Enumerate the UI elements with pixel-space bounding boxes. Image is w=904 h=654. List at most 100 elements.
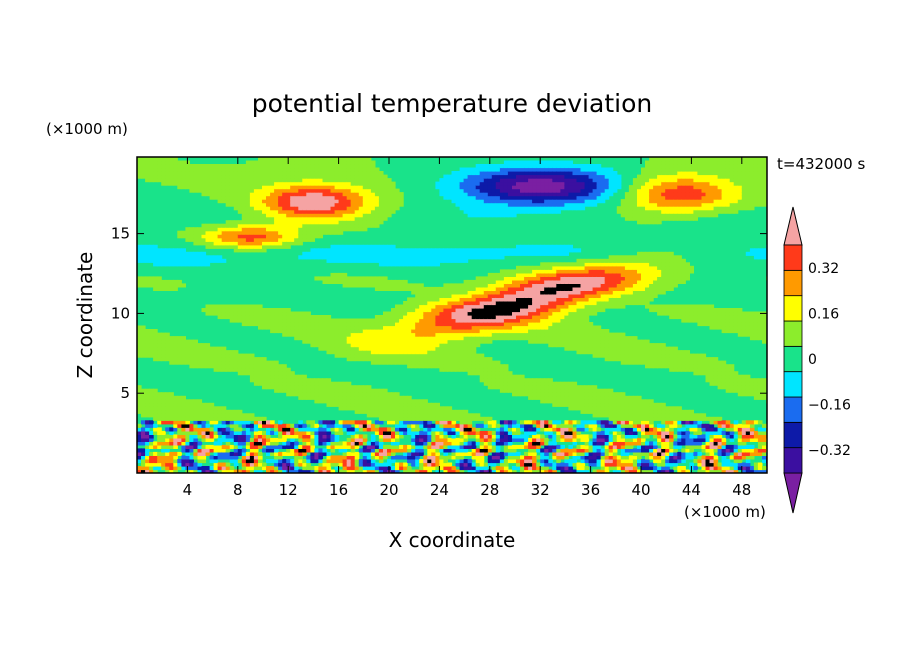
contour-cell	[173, 413, 178, 418]
contour-cell	[145, 466, 150, 471]
contour-cell	[173, 279, 178, 284]
contour-cell	[399, 448, 404, 453]
contour-cell	[374, 167, 380, 172]
contour-cell	[221, 181, 227, 186]
contour-cell	[350, 399, 356, 404]
contour-cell	[439, 315, 444, 320]
contour-cell	[286, 185, 291, 190]
contour-cell	[201, 455, 207, 460]
contour-cell	[197, 434, 203, 439]
contour-cell	[407, 423, 412, 428]
contour-cell	[266, 325, 271, 330]
contour-cell	[427, 297, 432, 302]
contour-cell	[415, 308, 420, 313]
contour-cell	[266, 451, 271, 456]
contour-cell	[249, 174, 255, 179]
contour-cell	[383, 332, 388, 337]
contour-cell	[427, 451, 432, 456]
contour-cell	[302, 167, 307, 172]
contour-cell	[374, 315, 380, 320]
contour-cell	[310, 160, 315, 165]
contour-cell	[262, 416, 267, 421]
contour-cell	[467, 430, 473, 435]
contour-cell	[201, 164, 207, 169]
contour-cell	[451, 332, 457, 337]
contour-cell	[427, 462, 432, 467]
contour-cell	[181, 230, 186, 235]
contour-cell	[370, 164, 376, 169]
contour-cell	[217, 241, 223, 246]
contour-cell	[278, 367, 283, 372]
contour-cell	[427, 318, 432, 323]
contour-cell	[374, 339, 380, 344]
contour-cell	[475, 248, 481, 253]
contour-cell	[310, 181, 315, 186]
contour-cell	[370, 406, 376, 411]
contour-cell	[395, 202, 400, 207]
contour-cell	[258, 185, 263, 190]
contour-cell	[391, 409, 396, 414]
contour-cell	[479, 188, 485, 193]
contour-cell	[306, 444, 311, 449]
contour-cell	[374, 402, 380, 407]
contour-cell	[455, 336, 461, 341]
contour-cell	[278, 430, 283, 435]
contour-cell	[302, 202, 307, 207]
contour-cell	[435, 315, 440, 320]
contour-cell	[189, 441, 194, 446]
contour-cell	[266, 213, 271, 218]
contour-cell	[342, 427, 348, 432]
contour-cell	[354, 402, 360, 407]
contour-cell	[173, 181, 178, 186]
time-label: t=432000 s	[777, 155, 865, 173]
contour-cell	[278, 171, 283, 176]
contour-cell	[475, 279, 481, 284]
contour-cell	[314, 251, 319, 256]
contour-cell	[439, 185, 444, 190]
contour-cell	[354, 171, 360, 176]
contour-cell	[270, 213, 275, 218]
contour-cell	[366, 160, 372, 165]
contour-cell	[383, 399, 388, 404]
contour-cell	[193, 350, 198, 355]
contour-cell	[225, 420, 231, 425]
contour-cell	[378, 332, 384, 337]
contour-cell	[278, 157, 283, 162]
contour-cell	[423, 251, 428, 256]
contour-cell	[197, 181, 203, 186]
contour-cell	[241, 420, 247, 425]
contour-cell	[217, 167, 223, 172]
contour-cell	[419, 423, 424, 428]
contour-cell	[471, 279, 477, 284]
contour-cell	[366, 392, 372, 397]
contour-cell	[419, 315, 424, 320]
contour-cell	[137, 434, 142, 439]
contour-cell	[512, 451, 517, 456]
contour-cell	[447, 416, 453, 421]
contour-cell	[213, 171, 219, 176]
contour-cell	[516, 466, 521, 471]
contour-cell	[262, 357, 267, 362]
contour-cell	[516, 444, 521, 449]
contour-cell	[463, 329, 469, 334]
contour-cell	[411, 251, 416, 256]
contour-cell	[503, 283, 509, 288]
contour-cell	[411, 350, 416, 355]
contour-cell	[217, 423, 223, 428]
contour-cell	[451, 188, 457, 193]
contour-cell	[374, 409, 380, 414]
contour-cell	[459, 416, 465, 421]
contour-cell	[471, 350, 477, 355]
contour-cell	[431, 466, 436, 471]
contour-cell	[403, 346, 408, 351]
contour-cell	[249, 364, 255, 369]
contour-cell	[374, 213, 380, 218]
contour-cell	[241, 462, 247, 467]
contour-cell	[258, 374, 263, 379]
contour-cell	[447, 325, 453, 330]
contour-cell	[193, 346, 198, 351]
contour-cell	[217, 199, 223, 204]
contour-cell	[149, 466, 154, 471]
contour-cell	[314, 209, 319, 214]
contour-cell	[229, 364, 235, 369]
